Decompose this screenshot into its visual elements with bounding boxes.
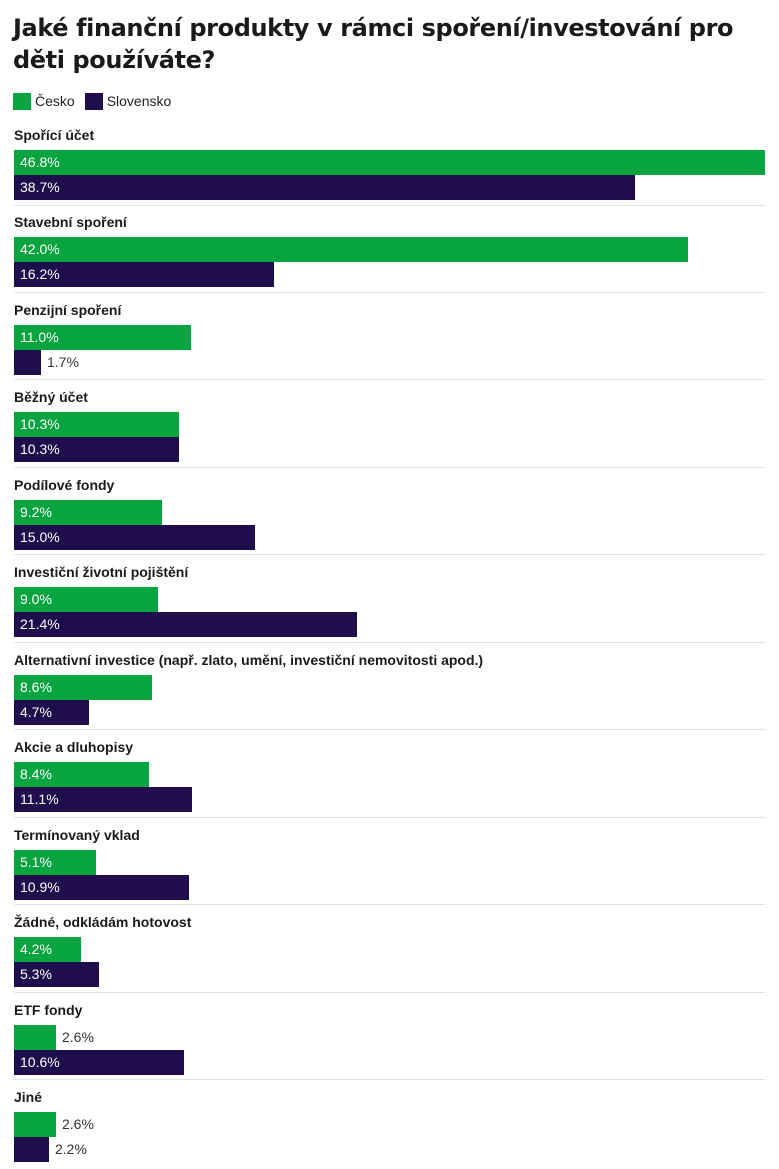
category-label: ETF fondy (14, 1001, 83, 1018)
bar-cesko[interactable] (14, 150, 765, 175)
bar-cesko[interactable] (14, 587, 158, 613)
group-divider (14, 379, 765, 381)
bar-slovensko[interactable] (14, 437, 179, 463)
data-label: 38.7% (20, 179, 60, 195)
data-label: 10.9% (20, 878, 60, 895)
category-label: Investiční životní pojištění (14, 564, 189, 581)
data-label: 8.4% (20, 766, 52, 783)
bar-cesko[interactable] (14, 237, 688, 263)
legend-swatch-cesko (13, 92, 31, 110)
bar-cesko[interactable] (14, 1111, 56, 1137)
bar-slovensko[interactable] (14, 349, 41, 375)
chart-title: Jaké finanční produkty v rámci spoření/i… (13, 14, 734, 74)
data-label: 10.3% (20, 416, 60, 433)
group-divider (14, 291, 765, 293)
group-divider (14, 991, 765, 993)
data-label: 10.6% (20, 1053, 60, 1070)
group-divider (14, 641, 765, 643)
data-label: 9.2% (20, 503, 52, 520)
category-label: Žádné, odkládám hotovost (14, 914, 192, 931)
data-label: 16.2% (20, 266, 60, 283)
data-label: 46.8% (20, 154, 60, 170)
category-label: Stavební spoření (14, 214, 127, 231)
bar-cesko[interactable] (14, 324, 191, 350)
data-label: 42.0% (20, 241, 60, 258)
category-label: Jiné (14, 1088, 43, 1105)
category-label: Běžný účet (14, 389, 88, 406)
bar-slovensko[interactable] (14, 612, 357, 638)
data-label: 5.1% (20, 853, 52, 870)
legend-item-slovensko[interactable]: Slovensko (84, 92, 172, 110)
bar-cesko[interactable] (14, 849, 96, 875)
legend: Česko Slovensko (13, 92, 181, 110)
category-label: Alternativní investice (např. zlato, umě… (14, 651, 484, 668)
data-label: 10.3% (20, 441, 60, 458)
data-label: 4.7% (20, 703, 52, 720)
group-divider (14, 904, 765, 906)
data-label: 21.4% (20, 616, 60, 633)
bar-slovensko[interactable] (14, 262, 274, 288)
legend-item-cesko[interactable]: Česko (13, 92, 75, 110)
bar-cesko[interactable] (14, 1024, 56, 1050)
data-label: 11.0% (20, 328, 59, 345)
legend-swatch-slovensko (84, 92, 103, 110)
bar-slovensko[interactable] (14, 175, 635, 200)
group-divider (14, 816, 765, 818)
data-label: 9.0% (20, 591, 52, 608)
data-label: 15.0% (20, 528, 60, 545)
data-label: 1.7% (47, 353, 79, 370)
bar-cesko[interactable] (14, 674, 152, 700)
legend-label-slovensko: Slovensko (106, 93, 172, 109)
data-label: 5.3% (20, 966, 52, 983)
group-divider (14, 466, 765, 468)
bar-slovensko[interactable] (14, 1136, 49, 1162)
group-divider (14, 1079, 765, 1080)
bar-slovensko[interactable] (14, 874, 189, 900)
data-label: 2.6% (62, 1115, 94, 1132)
bar-cesko[interactable] (14, 937, 81, 963)
category-label: Akcie a dluhopisy (14, 739, 134, 756)
category-label: Podílové fondy (14, 476, 115, 493)
bar-cesko[interactable] (14, 762, 149, 788)
bar-slovensko[interactable] (14, 787, 192, 813)
bar-slovensko[interactable] (14, 962, 99, 988)
data-label: 11.1% (20, 791, 59, 808)
group-divider (14, 554, 765, 556)
bar-cesko[interactable] (14, 412, 179, 438)
data-label: 4.2% (20, 941, 52, 958)
data-label: 8.6% (20, 678, 52, 695)
data-label: 2.2% (55, 1140, 87, 1157)
category-label: Spořící účet (14, 127, 95, 143)
bar-slovensko[interactable] (14, 699, 89, 725)
data-label: 2.6% (62, 1028, 94, 1045)
bar-cesko[interactable] (14, 499, 162, 525)
legend-label-cesko: Česko (35, 93, 75, 109)
bar-slovensko[interactable] (14, 524, 255, 550)
group-divider (14, 729, 765, 731)
category-label: Termínovaný vklad (14, 826, 140, 843)
group-divider (14, 204, 765, 206)
category-label: Penzijní spoření (14, 301, 122, 318)
bar-slovensko[interactable] (14, 1049, 184, 1075)
